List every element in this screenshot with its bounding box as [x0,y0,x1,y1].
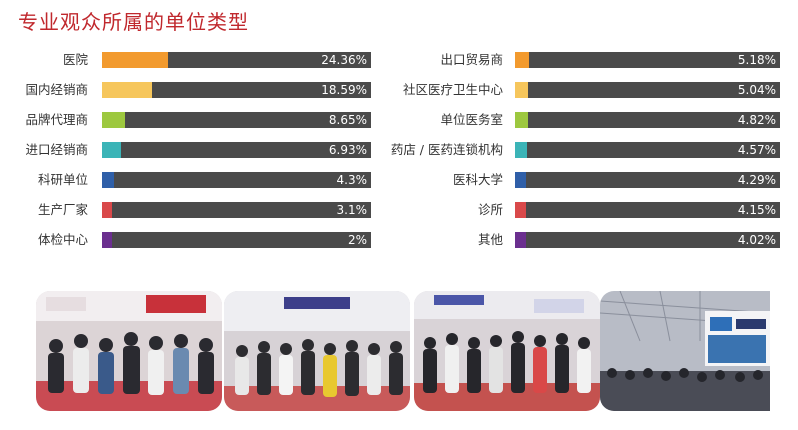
bar-track: 4.02% [515,232,780,248]
bar-value-label: 4.02% [737,233,776,247]
bar-value-label: 4.57% [737,143,776,157]
category-label: 医院 [62,52,88,67]
bar-fill [515,202,526,218]
bar-track: 4.57% [515,142,780,158]
bar-fill [515,112,528,128]
bar-fill [102,142,121,158]
bar-fill [515,52,529,68]
bar-fill [102,112,126,128]
category-label: 出口贸易商 [440,52,503,67]
exhibition-crowd-photo-2 [224,291,410,411]
bar-value-label: 4.29% [737,173,776,187]
bar-track: 5.18% [515,52,780,68]
bar-fill [515,172,527,188]
bar-value-label: 24.36% [321,53,367,67]
bar-value-label: 8.65% [328,113,367,127]
bar-row-1-5: 诊所 4.15% [0,202,780,218]
bar-value-label: 5.18% [737,53,776,67]
bar-value-label: 4.15% [737,203,776,217]
bar-row-1-0: 出口贸易商 5.18% [0,52,780,68]
bar-value-label: 5.04% [737,83,776,97]
category-label: 药店 / 医药连锁机构 [390,142,503,157]
exhibition-hall-photo-4 [600,291,786,411]
category-label: 科研单位 [37,172,88,187]
category-label: 社区医疗卫生中心 [402,82,503,97]
bar-value-label: 4.3% [336,173,368,187]
bar-fill [102,172,114,188]
bar-row-0-3: 进口经销商 6.93% [0,142,371,158]
bar-track: 24.36% [102,52,371,68]
category-label: 进口经销商 [25,142,88,157]
bar-row-1-3: 药店 / 医药连锁机构 4.57% [0,142,780,158]
bar-row-1-6: 其他 4.02% [0,232,780,248]
category-label: 体检中心 [37,232,88,247]
exhibition-crowd-photo-1 [36,291,222,411]
category-label: 诊所 [477,202,503,217]
bar-fill [102,52,168,68]
bar-track: 4.15% [515,202,780,218]
bar-row-0-2: 品牌代理商 8.65% [0,112,371,128]
bar-track: 4.29% [515,172,780,188]
bar-value-label: 3.1% [336,203,368,217]
bar-fill [515,142,528,158]
bar-fill [102,232,112,248]
bar-row-1-4: 医科大学 4.29% [0,172,780,188]
exhibition-crowd-photo-3 [414,291,600,411]
category-label: 单位医务室 [440,112,503,127]
bar-row-0-6: 体检中心 2% [0,232,371,248]
bar-fill [102,82,152,98]
bar-fill [515,232,526,248]
bar-track: 4.3% [102,172,371,188]
bar-row-1-2: 单位医务室 4.82% [0,112,780,128]
bar-row-1-1: 社区医疗卫生中心 5.04% [0,82,780,98]
bar-row-0-4: 科研单位 4.3% [0,172,371,188]
bar-row-0-1: 国内经销商 18.59% [0,82,371,98]
bar-track: 2% [102,232,371,248]
bar-fill [515,82,529,98]
category-label: 生产厂家 [37,202,88,217]
category-label: 医科大学 [452,172,503,187]
bar-row-0-5: 生产厂家 3.1% [0,202,371,218]
page-title: 专业观众所属的单位类型 [18,10,249,34]
bar-track: 18.59% [102,82,371,98]
bar-value-label: 6.93% [328,143,367,157]
bar-row-0-0: 医院 24.36% [0,52,371,68]
bar-track: 6.93% [102,142,371,158]
bar-value-label: 18.59% [321,83,367,97]
bar-track: 3.1% [102,202,371,218]
bar-value-label: 4.82% [737,113,776,127]
category-label: 国内经销商 [25,82,88,97]
bar-track: 4.82% [515,112,780,128]
bar-value-label: 2% [347,233,367,247]
category-label: 其他 [477,232,503,247]
bar-fill [102,202,112,218]
bar-track: 8.65% [102,112,371,128]
bar-track: 5.04% [515,82,780,98]
category-label: 品牌代理商 [25,112,88,127]
